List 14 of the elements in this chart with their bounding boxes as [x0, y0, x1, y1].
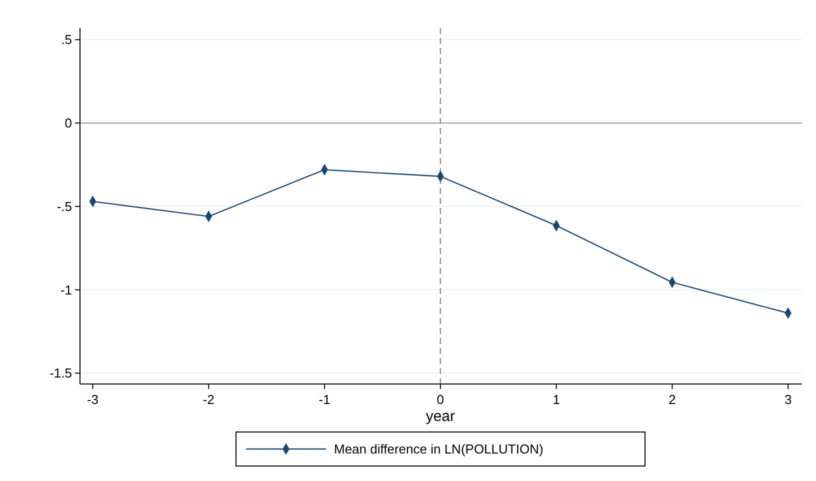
- y-tick-label: -.5: [56, 198, 72, 214]
- x-tick-label: 0: [436, 392, 444, 407]
- x-tick-label: -1: [318, 392, 330, 407]
- x-tick-label: 1: [552, 392, 560, 407]
- x-tick-label: 3: [784, 392, 792, 407]
- x-tick-label: -3: [86, 392, 99, 407]
- y-tick-label: -1.5: [50, 366, 72, 381]
- y-tick-label: -1: [60, 282, 72, 298]
- text: Mean difference in LN(POLLUTION): [334, 442, 544, 457]
- y-tick-label: .5: [61, 32, 72, 48]
- x-tick-label: 2: [668, 392, 676, 407]
- x-tick-label: -2: [202, 392, 214, 407]
- x-axis-title: year: [426, 408, 456, 425]
- y-tick-label: 0: [64, 116, 72, 131]
